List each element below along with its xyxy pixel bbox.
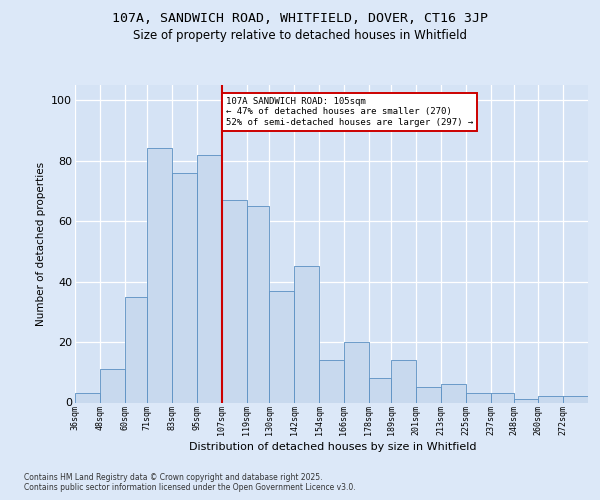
Bar: [538, 396, 563, 402]
Bar: [319, 360, 344, 403]
Text: 107A SANDWICH ROAD: 105sqm
← 47% of detached houses are smaller (270)
52% of sem: 107A SANDWICH ROAD: 105sqm ← 47% of deta…: [226, 97, 473, 127]
Bar: [148, 148, 172, 402]
Bar: [269, 290, 294, 403]
Text: 107A, SANDWICH ROAD, WHITFIELD, DOVER, CT16 3JP: 107A, SANDWICH ROAD, WHITFIELD, DOVER, C…: [112, 12, 488, 25]
Bar: [294, 266, 319, 402]
Y-axis label: Number of detached properties: Number of detached properties: [35, 162, 46, 326]
Text: Contains HM Land Registry data © Crown copyright and database right 2025.
Contai: Contains HM Land Registry data © Crown c…: [24, 472, 356, 492]
Bar: [563, 396, 588, 402]
Bar: [100, 369, 125, 402]
Text: Size of property relative to detached houses in Whitfield: Size of property relative to detached ho…: [133, 29, 467, 42]
Bar: [466, 394, 491, 402]
Bar: [344, 342, 369, 402]
Bar: [441, 384, 466, 402]
Bar: [491, 394, 514, 402]
Bar: [197, 154, 222, 402]
Bar: [391, 360, 416, 403]
Bar: [514, 400, 538, 402]
Bar: [75, 394, 100, 402]
Bar: [369, 378, 391, 402]
Bar: [247, 206, 269, 402]
Bar: [222, 200, 247, 402]
Bar: [172, 172, 197, 402]
Text: Distribution of detached houses by size in Whitfield: Distribution of detached houses by size …: [189, 442, 477, 452]
Bar: [416, 388, 441, 402]
Bar: [125, 296, 148, 403]
